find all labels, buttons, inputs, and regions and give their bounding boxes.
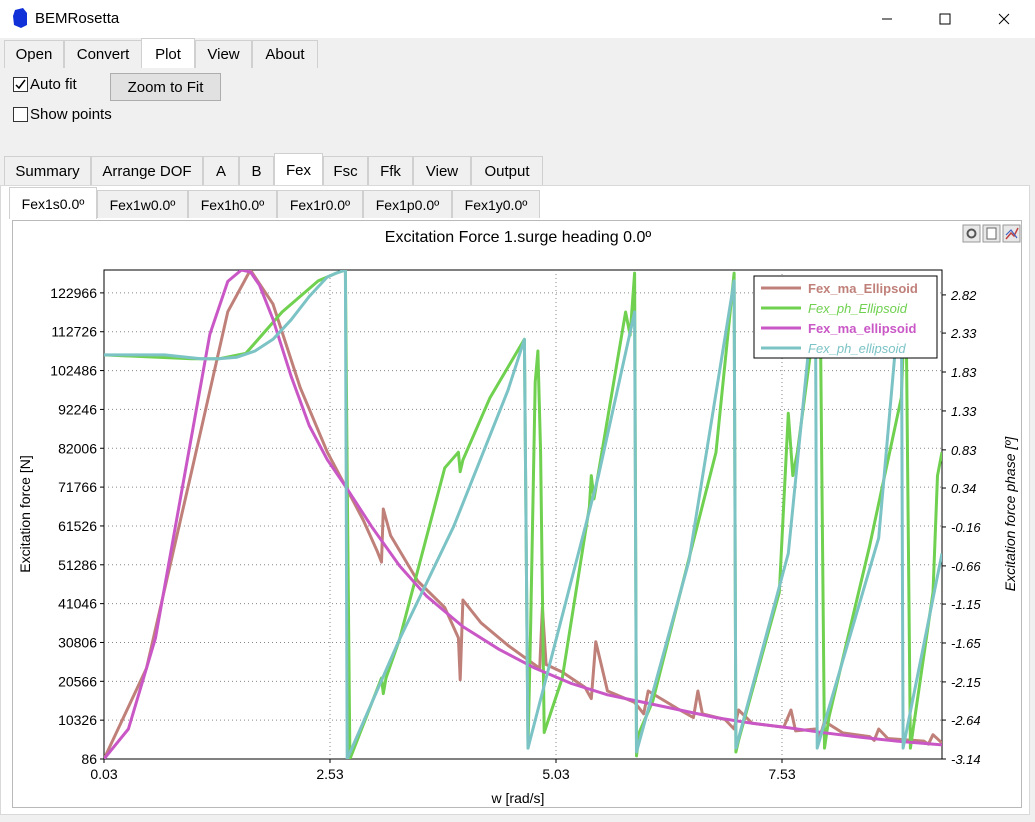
legend-label: Fex_ma_ellipsoid [808,321,916,336]
subtab-fex1y[interactable]: Fex1y0.0º [452,190,540,218]
tab-view[interactable]: View [195,40,252,68]
y-tick-label: 86 [81,751,97,767]
tab-plot[interactable]: Plot [141,38,195,69]
y2-tick-label: -0.16 [951,520,981,535]
chart-properties-icon[interactable] [1002,224,1021,243]
show-points-checkbox[interactable] [13,107,28,122]
maximize-button[interactable] [916,0,974,38]
auto-fit-label[interactable]: Auto fit [30,76,77,93]
y2-tick-label: -2.64 [951,713,981,728]
tab-view-2[interactable]: View [413,156,471,185]
tab-fsc[interactable]: Fsc [323,156,368,185]
chart-area[interactable]: Excitation Force 1.surge heading 0.0º 86… [12,220,1022,808]
subtab-fex1r[interactable]: Fex1r0.0º [277,190,363,218]
minimize-icon [882,18,892,20]
tab-fex[interactable]: Fex [274,153,323,186]
auto-fit-checkbox[interactable] [13,77,28,92]
subtab-fex1s[interactable]: Fex1s0.0º [9,187,97,219]
y-tick-label: 41046 [58,596,97,612]
chart-copy-icon[interactable] [982,224,1001,243]
x-tick-label: 5.03 [542,766,569,782]
y-tick-label: 122966 [50,285,97,301]
legend-label: Fex_ph_Ellipsoid [808,301,908,316]
y-tick-label: 61526 [58,518,97,534]
legend[interactable]: Fex_ma_Ellipsoid Fex_ph_Ellipsoid Fex_ma_e… [753,275,938,359]
y-tick-label: 102486 [50,363,97,379]
y-tick-label: 82006 [58,440,97,456]
y2-axis-ticks: -3.14 -2.64 -2.15 -1.65 -1.15 -0.66 -0.16 0.34 0… [942,288,981,767]
x-axis-ticks: 0.03 2.53 5.03 7.53 [90,759,796,782]
subtab-fex1p[interactable]: Fex1p0.0º [363,190,452,218]
series-line-fex-ph-ellipsoid [104,270,942,759]
tab-convert[interactable]: Convert [64,40,142,68]
y2-tick-label: -1.15 [951,597,981,612]
y-tick-label: 112726 [51,324,97,340]
y2-tick-label: 0.34 [951,481,976,496]
x-tick-label: 0.03 [90,766,117,782]
tab-about[interactable]: About [252,40,318,68]
legend-label: Fex_ma_Ellipsoid [808,281,918,296]
zoom-to-fit-button[interactable]: Zoom to Fit [110,73,221,101]
legend-label: Fex_ph_ellipsoid [808,341,906,356]
show-points-label[interactable]: Show points [30,106,112,123]
tab-b[interactable]: B [239,156,274,185]
x-axis-label: w [rad/s] [491,790,545,806]
y2-tick-label: -2.15 [951,675,981,690]
minimize-button[interactable] [858,0,916,38]
y-axis-ticks: 86 10326 20566 30806 41046 51286 61526 71766 820… [50,285,104,767]
y-tick-label: 10326 [58,712,97,728]
subtab-fex1w[interactable]: Fex1w0.0º [97,190,188,218]
tab-output[interactable]: Output [471,156,543,185]
maximize-icon [939,13,951,25]
chart-settings-icon[interactable] [962,224,981,243]
window-title: BEMRosetta [35,10,120,27]
tab-arrange-dof[interactable]: Arrange DOF [91,156,203,185]
y-tick-label: 20566 [58,673,97,689]
series-line-fex-ma-ellipsoid [104,270,942,759]
y2-tick-label: 1.33 [951,404,977,419]
subtab-fex1h[interactable]: Fex1h0.0º [188,190,277,218]
plot-frame [103,269,943,760]
y2-tick-label: -3.14 [951,752,981,767]
tab-ffk[interactable]: Ffk [368,156,413,185]
tab-a[interactable]: A [203,156,239,185]
y-tick-label: 92246 [58,401,97,417]
x-tick-label: 7.53 [768,766,795,782]
y-tick-label: 30806 [58,634,97,650]
tab-open[interactable]: Open [4,40,64,68]
y-axis-label: Excitation force [N] [17,455,33,573]
tab-summary[interactable]: Summary [4,156,91,185]
y2-axis-label: Excitation force phase [º] [1002,436,1018,592]
close-button[interactable] [975,0,1033,38]
chart-title: Excitation Force 1.surge heading 0.0º [385,229,652,246]
plot-options-panel: Auto fit Zoom to Fit Show points [6,68,1028,156]
y2-tick-label: 2.33 [950,326,977,341]
main-tab-bar: Open Convert Plot View About [0,38,1035,69]
title-bar: BEMRosetta [0,0,1035,38]
close-icon [998,13,1010,25]
y-tick-label: 51286 [58,557,97,573]
y2-tick-label: 0.83 [951,443,977,458]
checkmark-icon [15,79,26,90]
app-logo-icon [13,8,27,28]
y2-tick-label: 1.83 [951,365,977,380]
x-tick-label: 2.53 [316,766,343,782]
y2-tick-label: -1.65 [951,636,981,651]
excitation-force-chart[interactable]: Excitation Force 1.surge heading 0.0º 86… [13,221,1021,807]
y2-tick-label: -0.66 [951,559,981,574]
y2-tick-label: 2.82 [950,288,977,303]
y-tick-label: 71766 [58,479,97,495]
